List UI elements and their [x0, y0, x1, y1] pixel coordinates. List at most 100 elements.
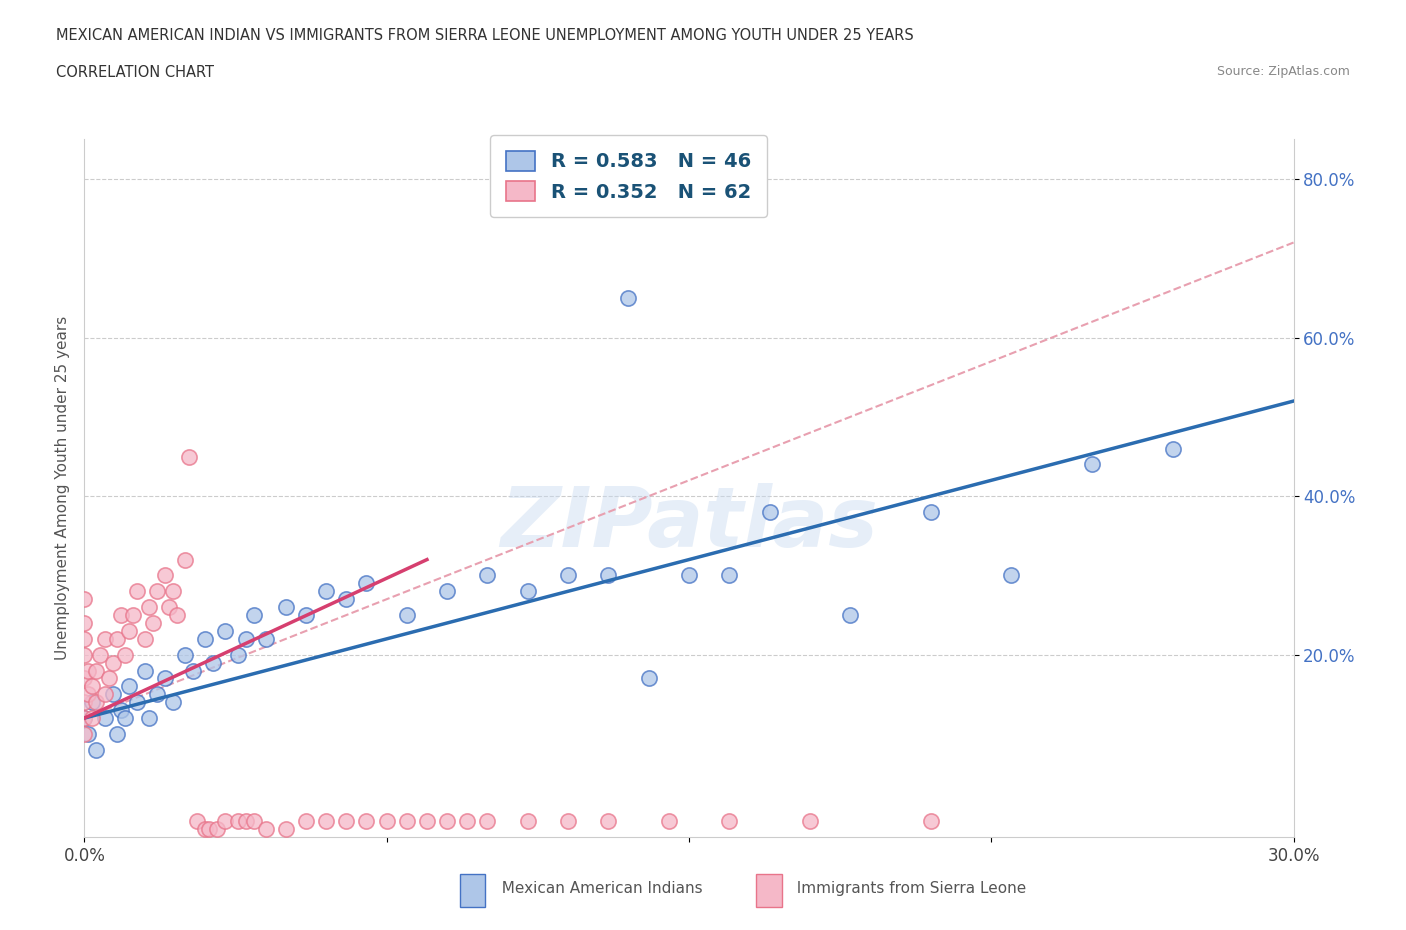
Text: Mexican American Indians: Mexican American Indians	[492, 881, 703, 896]
Point	[235, 814, 257, 829]
Point	[718, 568, 741, 583]
Point	[1081, 457, 1104, 472]
Point	[73, 647, 96, 662]
Point	[162, 695, 184, 710]
Point	[839, 607, 862, 622]
Point	[146, 584, 169, 599]
Point	[110, 607, 132, 622]
Point	[105, 631, 128, 646]
Point	[436, 814, 458, 829]
Point	[93, 631, 115, 646]
Point	[758, 505, 780, 520]
Point	[658, 814, 681, 829]
Point	[295, 607, 318, 622]
Point	[235, 631, 257, 646]
Point	[125, 584, 148, 599]
Point	[125, 695, 148, 710]
Point	[242, 607, 264, 622]
Point	[315, 814, 337, 829]
Point	[82, 711, 104, 725]
Point	[242, 814, 264, 829]
Point	[226, 647, 249, 662]
Point	[214, 623, 236, 638]
Point	[799, 814, 821, 829]
Point	[516, 814, 538, 829]
Point	[114, 711, 136, 725]
Point	[186, 814, 208, 829]
Point	[920, 505, 942, 520]
Point	[153, 568, 176, 583]
Point	[73, 726, 96, 741]
Point	[315, 584, 337, 599]
Point	[516, 584, 538, 599]
Point	[110, 703, 132, 718]
Point	[77, 687, 100, 702]
Point	[194, 821, 217, 836]
Point	[181, 663, 204, 678]
Point	[86, 663, 108, 678]
Point	[138, 711, 160, 725]
Point	[134, 663, 156, 678]
Point	[254, 631, 277, 646]
Y-axis label: Unemployment Among Youth under 25 years: Unemployment Among Youth under 25 years	[55, 316, 70, 660]
Point	[335, 814, 357, 829]
Point	[73, 711, 96, 725]
Point	[295, 814, 318, 829]
Point	[86, 742, 108, 757]
Point	[637, 671, 659, 686]
Point	[118, 623, 141, 638]
Text: Source: ZipAtlas.com: Source: ZipAtlas.com	[1216, 65, 1350, 78]
Point	[118, 679, 141, 694]
Point	[73, 616, 96, 631]
Point	[86, 695, 108, 710]
Point	[920, 814, 942, 829]
Text: CORRELATION CHART: CORRELATION CHART	[56, 65, 214, 80]
Point	[138, 600, 160, 615]
Point	[617, 290, 640, 305]
Point	[477, 568, 499, 583]
Point	[73, 631, 96, 646]
Point	[174, 552, 197, 567]
Point	[77, 663, 100, 678]
Point	[557, 568, 579, 583]
Point	[456, 814, 478, 829]
Point	[73, 711, 96, 725]
Point	[356, 814, 378, 829]
Point	[101, 687, 124, 702]
Point	[73, 671, 96, 686]
Point	[162, 584, 184, 599]
Point	[356, 576, 378, 591]
Point	[416, 814, 439, 829]
Point	[335, 591, 357, 606]
Point	[214, 814, 236, 829]
Point	[718, 814, 741, 829]
Point	[77, 726, 100, 741]
Point	[97, 671, 120, 686]
Point	[105, 726, 128, 741]
Point	[598, 568, 620, 583]
Point	[157, 600, 180, 615]
Point	[202, 655, 225, 670]
Point	[678, 568, 700, 583]
Legend: R = 0.583   N = 46, R = 0.352   N = 62: R = 0.583 N = 46, R = 0.352 N = 62	[491, 135, 766, 218]
Point	[274, 600, 297, 615]
Point	[134, 631, 156, 646]
Text: MEXICAN AMERICAN INDIAN VS IMMIGRANTS FROM SIERRA LEONE UNEMPLOYMENT AMONG YOUTH: MEXICAN AMERICAN INDIAN VS IMMIGRANTS FR…	[56, 28, 914, 43]
Point	[114, 647, 136, 662]
Point	[395, 607, 418, 622]
Text: ZIPatlas: ZIPatlas	[501, 483, 877, 564]
Point	[198, 821, 221, 836]
Point	[274, 821, 297, 836]
Point	[73, 695, 96, 710]
Point	[101, 655, 124, 670]
Point	[1161, 441, 1184, 456]
Point	[146, 687, 169, 702]
Point	[73, 591, 96, 606]
Point	[93, 711, 115, 725]
Point	[179, 449, 201, 464]
Point	[207, 821, 229, 836]
Text: Immigrants from Sierra Leone: Immigrants from Sierra Leone	[787, 881, 1026, 896]
Point	[153, 671, 176, 686]
Point	[226, 814, 249, 829]
Point	[194, 631, 217, 646]
